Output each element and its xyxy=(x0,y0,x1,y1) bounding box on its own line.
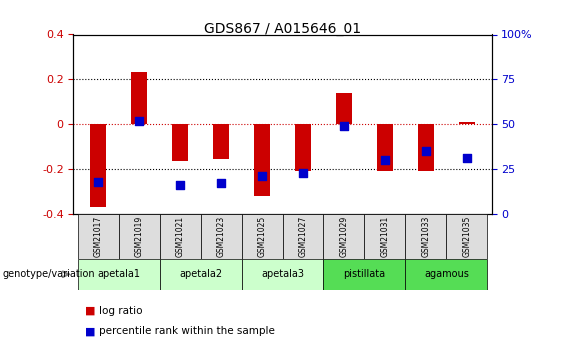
Bar xyxy=(336,93,352,124)
Point xyxy=(421,148,431,154)
FancyBboxPatch shape xyxy=(77,259,159,290)
FancyBboxPatch shape xyxy=(406,214,446,259)
Point xyxy=(176,183,185,188)
Point xyxy=(134,118,144,124)
Point xyxy=(298,170,307,175)
FancyBboxPatch shape xyxy=(364,214,406,259)
Text: apetala3: apetala3 xyxy=(261,269,304,279)
Text: ■: ■ xyxy=(85,306,95,315)
Text: GSM21035: GSM21035 xyxy=(463,216,471,257)
Bar xyxy=(131,71,147,124)
Text: GSM21021: GSM21021 xyxy=(176,216,185,257)
Bar xyxy=(254,124,270,196)
Text: GSM21029: GSM21029 xyxy=(340,216,349,257)
Text: GDS867 / A015646_01: GDS867 / A015646_01 xyxy=(204,22,361,37)
FancyBboxPatch shape xyxy=(159,214,201,259)
Bar xyxy=(172,124,188,161)
Text: log ratio: log ratio xyxy=(99,306,142,315)
Text: GSM21017: GSM21017 xyxy=(94,216,102,257)
Bar xyxy=(418,124,434,171)
FancyBboxPatch shape xyxy=(241,214,282,259)
FancyBboxPatch shape xyxy=(324,214,364,259)
Point xyxy=(216,181,225,186)
Bar xyxy=(90,124,106,207)
Point xyxy=(94,179,103,184)
Point xyxy=(340,123,349,129)
FancyBboxPatch shape xyxy=(201,214,241,259)
FancyBboxPatch shape xyxy=(241,259,324,290)
Text: agamous: agamous xyxy=(424,269,469,279)
Text: GSM21019: GSM21019 xyxy=(134,216,144,257)
Point xyxy=(380,157,389,163)
Text: apetala2: apetala2 xyxy=(179,269,222,279)
Text: ■: ■ xyxy=(85,326,95,336)
Point xyxy=(258,174,267,179)
FancyBboxPatch shape xyxy=(282,214,324,259)
Text: genotype/variation: genotype/variation xyxy=(3,269,95,279)
FancyBboxPatch shape xyxy=(446,214,488,259)
Text: GSM21023: GSM21023 xyxy=(216,216,225,257)
Text: GSM21033: GSM21033 xyxy=(421,216,431,257)
FancyBboxPatch shape xyxy=(159,259,241,290)
Point xyxy=(462,156,471,161)
FancyBboxPatch shape xyxy=(324,259,406,290)
Text: pistillata: pistillata xyxy=(344,269,385,279)
Bar xyxy=(459,122,475,124)
FancyBboxPatch shape xyxy=(77,214,119,259)
Text: GSM21025: GSM21025 xyxy=(258,216,267,257)
Text: GSM21031: GSM21031 xyxy=(380,216,389,257)
Bar xyxy=(377,124,393,171)
Bar xyxy=(213,124,229,159)
Text: apetala1: apetala1 xyxy=(97,269,140,279)
FancyBboxPatch shape xyxy=(406,259,488,290)
Text: GSM21027: GSM21027 xyxy=(298,216,307,257)
Text: percentile rank within the sample: percentile rank within the sample xyxy=(99,326,275,336)
FancyBboxPatch shape xyxy=(119,214,159,259)
Bar xyxy=(295,124,311,171)
